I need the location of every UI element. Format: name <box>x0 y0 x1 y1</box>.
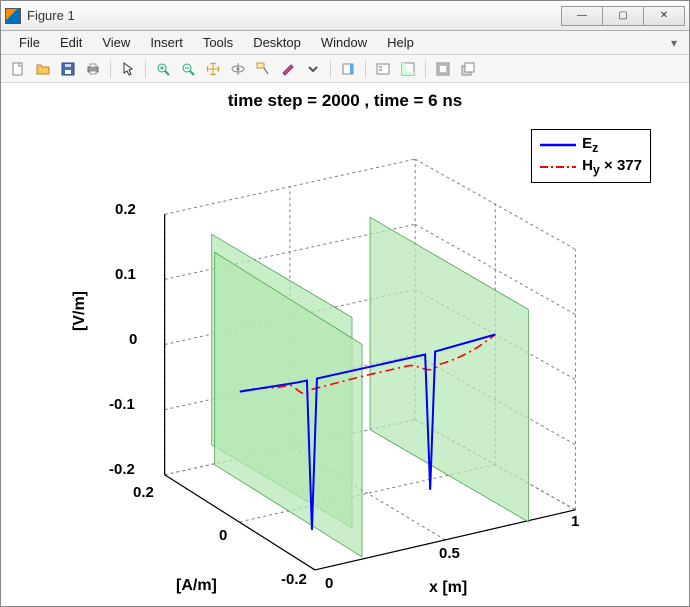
dock-icon[interactable] <box>432 58 454 80</box>
xtick-2: 1 <box>571 513 579 530</box>
menu-file[interactable]: File <box>9 32 50 53</box>
ztick-3: -0.1 <box>109 396 135 413</box>
menu-insert[interactable]: Insert <box>140 32 193 53</box>
panel-1 <box>215 252 362 557</box>
minimize-button[interactable]: — <box>561 6 603 26</box>
figure-canvas[interactable]: time step = 2000 , time = 6 ns <box>1 83 689 606</box>
pan-icon[interactable] <box>202 58 224 80</box>
link-dropdown-icon[interactable] <box>302 58 324 80</box>
matlab-icon <box>5 8 21 24</box>
xtick-0: 0 <box>325 575 333 592</box>
window-title: Figure 1 <box>27 8 562 23</box>
print-icon[interactable] <box>82 58 104 80</box>
window-titlebar: Figure 1 — ▢ ✕ <box>1 1 689 31</box>
ztick-0: 0.2 <box>115 201 136 218</box>
ytick-1: 0 <box>219 527 227 544</box>
window-buttons: — ▢ ✕ <box>562 6 685 26</box>
chart-title: time step = 2000 , time = 6 ns <box>11 91 679 111</box>
zoom-in-icon[interactable] <box>152 58 174 80</box>
maximize-button[interactable]: ▢ <box>602 6 644 26</box>
plot-tools-icon[interactable] <box>397 58 419 80</box>
insert-colorbar-icon[interactable] <box>337 58 359 80</box>
legend-label-ez: Ez <box>582 135 598 155</box>
menu-help[interactable]: Help <box>377 32 424 53</box>
menu-tools[interactable]: Tools <box>193 32 243 53</box>
menu-desktop[interactable]: Desktop <box>243 32 311 53</box>
zlabel: [V/m] <box>71 291 89 331</box>
figure-toolbar <box>1 55 689 83</box>
brush-icon[interactable] <box>277 58 299 80</box>
ztick-1: 0.1 <box>115 266 136 283</box>
menu-window[interactable]: Window <box>311 32 377 53</box>
ylabel: [A/m] <box>176 577 217 595</box>
rotate3d-icon[interactable] <box>227 58 249 80</box>
insert-legend-icon[interactable] <box>372 58 394 80</box>
legend[interactable]: Ez Hy × 377 <box>531 129 651 183</box>
legend-label-hy: Hy × 377 <box>582 157 642 177</box>
xlabel: x [m] <box>429 579 467 597</box>
menu-edit[interactable]: Edit <box>50 32 92 53</box>
legend-row-hy: Hy × 377 <box>540 156 642 178</box>
datacursor-icon[interactable] <box>252 58 274 80</box>
new-file-icon[interactable] <box>7 58 29 80</box>
menu-view[interactable]: View <box>92 32 140 53</box>
xtick-1: 0.5 <box>439 545 460 562</box>
zoom-out-icon[interactable] <box>177 58 199 80</box>
pointer-icon[interactable] <box>117 58 139 80</box>
menu-bar: File Edit View Insert Tools Desktop Wind… <box>1 31 689 55</box>
legend-row-ez: Ez <box>540 134 642 156</box>
ytick-0: 0.2 <box>133 484 154 501</box>
ztick-4: -0.2 <box>109 461 135 478</box>
close-button[interactable]: ✕ <box>643 6 685 26</box>
ytick-2: -0.2 <box>281 571 307 588</box>
open-folder-icon[interactable] <box>32 58 54 80</box>
ztick-2: 0 <box>129 331 137 348</box>
menu-overflow-icon[interactable]: ▾ <box>671 36 681 50</box>
undock-icon[interactable] <box>457 58 479 80</box>
axes-3d: time step = 2000 , time = 6 ns <box>11 89 679 600</box>
save-icon[interactable] <box>57 58 79 80</box>
